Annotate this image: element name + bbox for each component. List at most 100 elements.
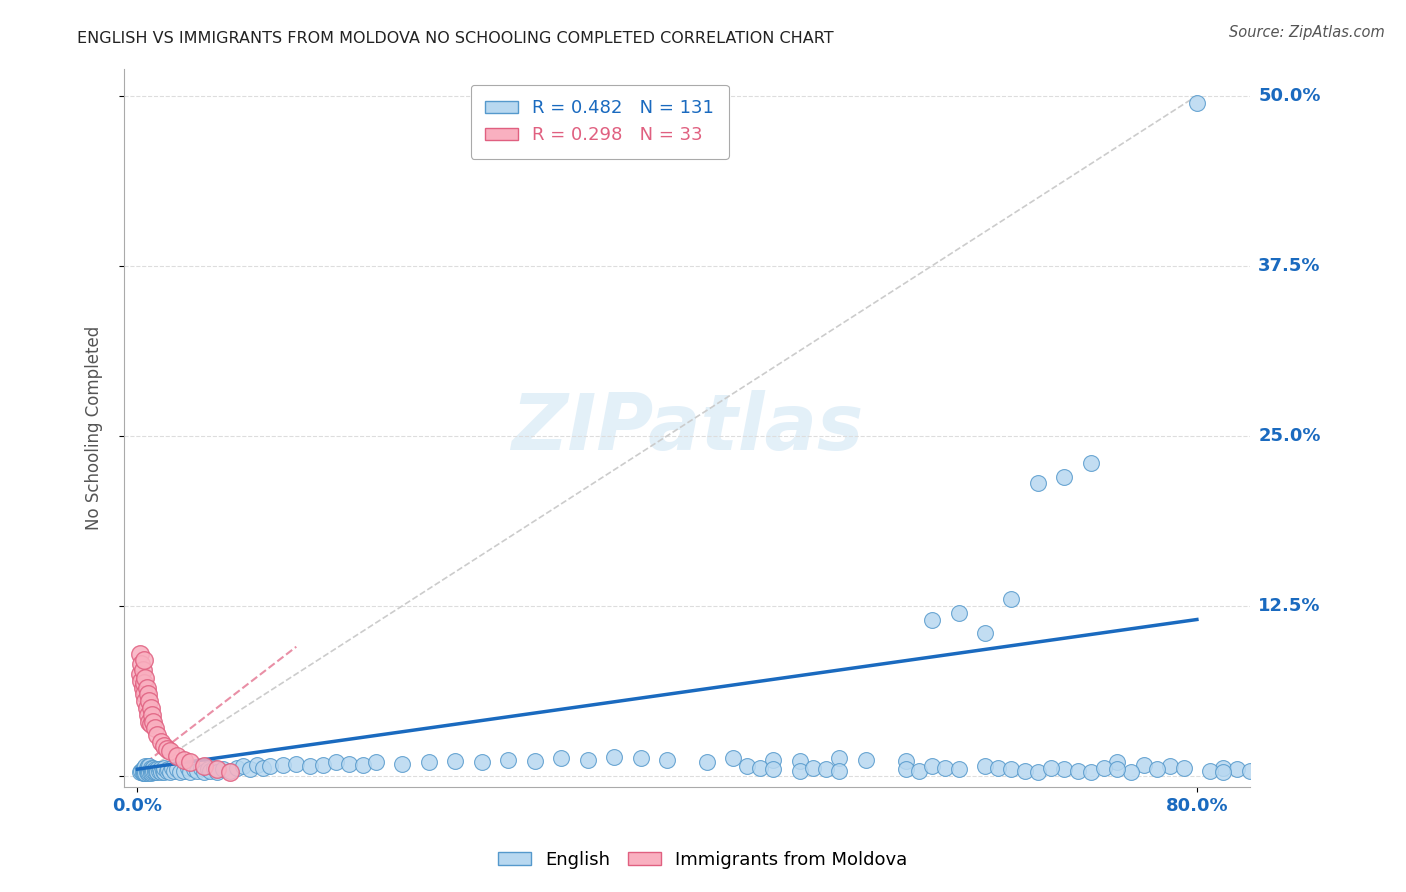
Point	[152, 764, 174, 778]
Point	[143, 762, 166, 776]
Point	[934, 761, 956, 775]
Point	[1239, 764, 1261, 778]
Point	[143, 764, 166, 779]
Point	[173, 753, 195, 767]
Point	[225, 761, 247, 775]
Point	[352, 758, 374, 772]
Point	[129, 764, 152, 779]
Point	[155, 741, 177, 756]
Point	[153, 739, 176, 753]
Point	[193, 759, 215, 773]
Point	[132, 766, 155, 780]
Point	[138, 759, 160, 773]
Text: ENGLISH VS IMMIGRANTS FROM MOLDOVA NO SCHOOLING COMPLETED CORRELATION CHART: ENGLISH VS IMMIGRANTS FROM MOLDOVA NO SC…	[77, 31, 834, 46]
Point	[169, 764, 191, 779]
Point	[132, 676, 155, 690]
Point	[134, 764, 156, 778]
Point	[142, 761, 165, 775]
Point	[252, 761, 274, 775]
Point	[141, 707, 163, 722]
Point	[655, 753, 678, 767]
Point	[815, 762, 838, 776]
Point	[1212, 761, 1234, 775]
Point	[1173, 761, 1195, 775]
Point	[921, 759, 943, 773]
Point	[179, 764, 201, 779]
Point	[1107, 756, 1129, 770]
Point	[894, 754, 917, 768]
Point	[129, 647, 152, 661]
Point	[159, 744, 181, 758]
Point	[212, 762, 235, 776]
Point	[146, 764, 169, 779]
Point	[131, 663, 153, 677]
Point	[136, 766, 159, 780]
Y-axis label: No Schooling Completed: No Schooling Completed	[86, 326, 103, 530]
Point	[134, 766, 156, 780]
Point	[163, 764, 186, 778]
Point	[259, 759, 281, 773]
Point	[139, 766, 162, 780]
Point	[143, 722, 166, 736]
Text: ZIPatlas: ZIPatlas	[510, 390, 863, 466]
Point	[159, 764, 181, 779]
Point	[1000, 762, 1022, 776]
Text: Source: ZipAtlas.com: Source: ZipAtlas.com	[1229, 25, 1385, 40]
Point	[186, 764, 208, 778]
Point	[239, 762, 262, 776]
Point	[202, 761, 225, 775]
Point	[948, 606, 970, 620]
Point	[135, 681, 157, 695]
Point	[138, 694, 160, 708]
Point	[150, 764, 173, 779]
Point	[139, 761, 162, 775]
Point	[1146, 762, 1168, 776]
Point	[142, 714, 165, 729]
Legend: R = 0.482   N = 131, R = 0.298   N = 33: R = 0.482 N = 131, R = 0.298 N = 33	[471, 85, 728, 159]
Point	[735, 759, 758, 773]
Point	[1014, 764, 1036, 778]
Point	[948, 762, 970, 776]
Point	[131, 681, 153, 695]
Point	[139, 701, 162, 715]
Point	[132, 687, 155, 701]
Point	[762, 762, 785, 776]
Point	[576, 753, 599, 767]
Point	[762, 753, 785, 767]
Point	[138, 764, 160, 779]
Point	[1000, 592, 1022, 607]
Point	[136, 707, 159, 722]
Point	[134, 759, 156, 773]
Point	[337, 756, 360, 771]
Point	[894, 762, 917, 776]
Point	[132, 653, 155, 667]
Point	[1040, 761, 1063, 775]
Point	[789, 754, 811, 768]
Point	[153, 761, 176, 775]
Point	[1159, 759, 1181, 773]
Point	[1026, 476, 1049, 491]
Point	[312, 758, 335, 772]
Point	[166, 748, 188, 763]
Point	[166, 762, 188, 776]
Point	[153, 764, 176, 779]
Point	[921, 613, 943, 627]
Point	[141, 762, 163, 776]
Point	[136, 687, 159, 701]
Point	[131, 657, 153, 672]
Point	[974, 759, 997, 773]
Point	[148, 764, 170, 778]
Legend: English, Immigrants from Moldova: English, Immigrants from Moldova	[491, 844, 915, 876]
Point	[173, 764, 195, 778]
Point	[193, 764, 215, 779]
Point	[325, 756, 347, 770]
Point	[139, 764, 162, 778]
Point	[179, 756, 201, 770]
Point	[146, 762, 169, 776]
Point	[160, 761, 183, 775]
Point	[907, 764, 929, 778]
Point	[146, 728, 169, 742]
Point	[156, 762, 179, 776]
Point	[205, 762, 228, 776]
Point	[550, 751, 572, 765]
